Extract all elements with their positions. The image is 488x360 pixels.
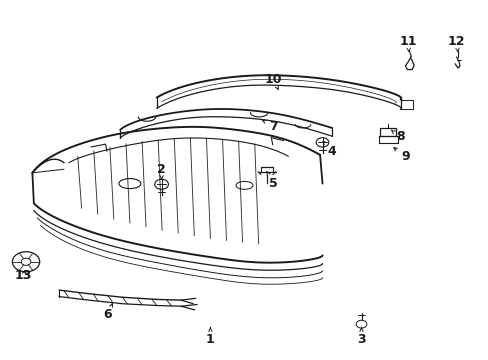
Text: 6: 6 (103, 303, 112, 321)
Text: 9: 9 (393, 148, 409, 163)
Text: 5: 5 (266, 172, 278, 190)
Text: 13: 13 (15, 269, 32, 282)
Text: 4: 4 (323, 141, 336, 158)
Text: 7: 7 (262, 120, 278, 133)
Text: 10: 10 (264, 73, 282, 89)
Text: 3: 3 (356, 328, 365, 346)
Text: 11: 11 (398, 35, 416, 52)
Text: 2: 2 (157, 163, 165, 179)
Text: 12: 12 (447, 35, 465, 52)
Text: 8: 8 (390, 130, 404, 144)
Text: 1: 1 (205, 328, 214, 346)
